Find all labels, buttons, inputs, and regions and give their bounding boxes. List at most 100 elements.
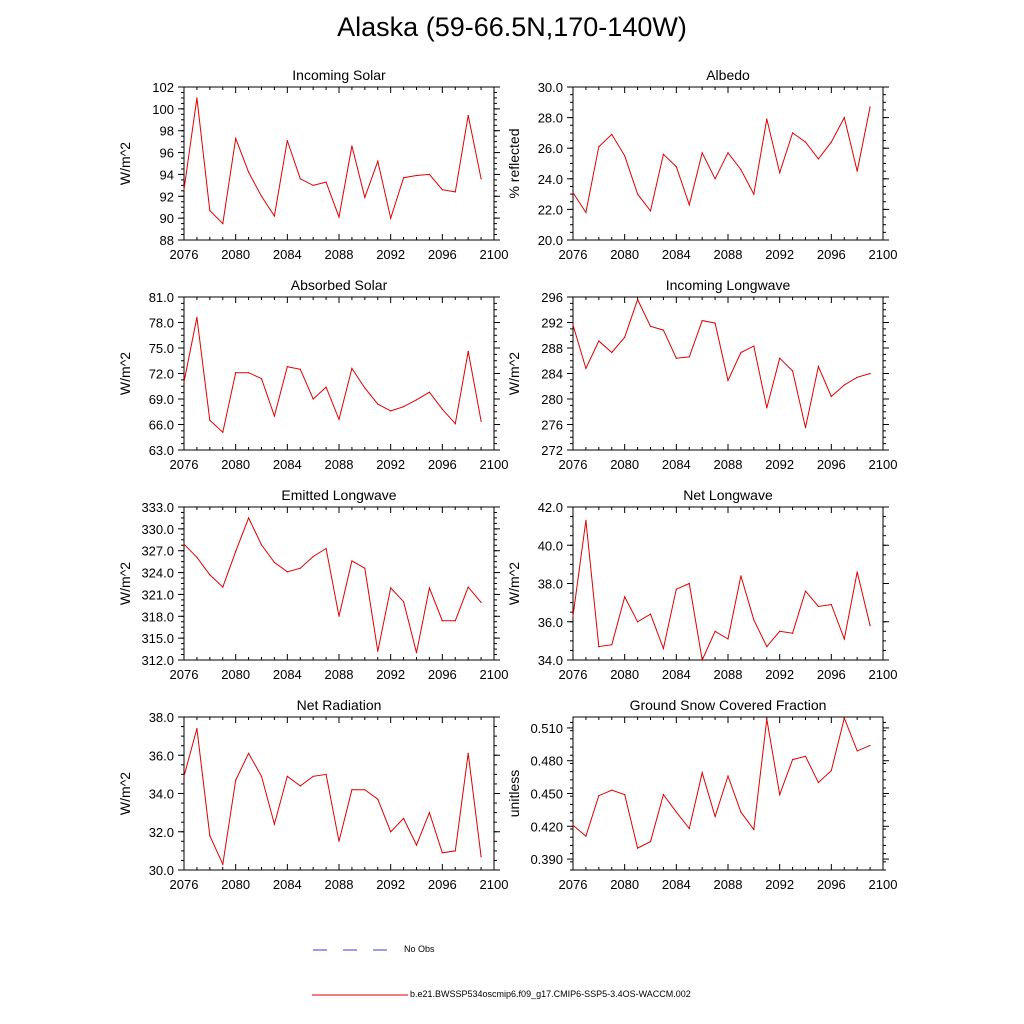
series-line [183, 516, 482, 653]
x-tick-label: 2096 [428, 877, 457, 892]
data-point [402, 177, 405, 179]
data-point [649, 840, 652, 843]
data-point [624, 336, 626, 338]
data-point [791, 132, 794, 134]
data-point [415, 174, 418, 177]
data-point [856, 750, 858, 752]
y-axis-label: W/m^2 [506, 562, 522, 605]
data-point [766, 646, 768, 648]
data-point [428, 587, 431, 589]
data-point [377, 650, 379, 652]
data-point [183, 543, 185, 545]
series-line [572, 106, 871, 214]
y-tick-label: 34.0 [538, 653, 563, 668]
data-point [480, 856, 482, 858]
data-point [856, 571, 858, 573]
data-point [364, 789, 366, 791]
y-tick-label: 296 [541, 290, 563, 305]
data-point [209, 834, 211, 837]
x-tick-label: 2076 [170, 247, 199, 262]
y-tick-label: 100 [152, 102, 174, 117]
data-point [286, 139, 288, 142]
x-tick-label: 2076 [170, 457, 199, 472]
data-point [286, 366, 288, 368]
data-point [817, 781, 820, 784]
data-point [869, 372, 871, 375]
y-axis-label: W/m^2 [117, 142, 133, 185]
y-tick-label: 312.0 [141, 653, 174, 668]
x-tick-label: 2080 [221, 667, 250, 682]
data-point [260, 195, 263, 197]
y-tick-label: 81.0 [149, 290, 174, 305]
data-point [869, 106, 871, 108]
y-tick-label: 36.0 [538, 615, 563, 630]
plot-frame [572, 716, 884, 871]
data-point [183, 381, 185, 383]
data-point [247, 372, 250, 374]
data-point [467, 586, 469, 588]
data-point [804, 755, 807, 757]
y-tick-label: 96 [160, 146, 174, 161]
data-point [817, 158, 820, 160]
x-tick-label: 2088 [714, 667, 743, 682]
data-point [364, 387, 366, 389]
x-tick-label: 2076 [170, 667, 199, 682]
series-line [572, 298, 871, 428]
x-tick-label: 2100 [480, 457, 509, 472]
x-tick-label: 2100 [869, 877, 898, 892]
plot-frame [183, 506, 495, 661]
y-tick-label: 292 [541, 316, 563, 331]
data-point [740, 169, 742, 171]
y-tick-label: 0.450 [530, 787, 563, 802]
chart-panel-6: Net Radiation W/m^2 2076 2080 2084 2088 2092 20… [117, 697, 508, 892]
legend-model-label: b.e21.BWSSP534oscmip6.f09_g17.CMIP6-SSP5… [410, 989, 691, 999]
data-point [727, 775, 729, 777]
data-point [377, 160, 379, 162]
data-point [428, 173, 431, 176]
data-point [260, 544, 263, 546]
data-point [377, 798, 379, 800]
data-point [415, 399, 418, 401]
chart-panel-3: Incoming Longwave W/m^2 2076 2080 2084 2088 20… [506, 277, 897, 472]
data-point [753, 193, 755, 195]
data-point [312, 184, 314, 186]
data-point [454, 620, 456, 622]
y-tick-label: 22.0 [538, 202, 563, 217]
data-point [701, 319, 703, 322]
data-point [196, 97, 198, 99]
x-tick-label: 2080 [221, 457, 250, 472]
data-point [351, 145, 353, 147]
y-tick-label: 321.0 [141, 587, 174, 602]
data-point [222, 863, 224, 865]
y-axis-label: W/m^2 [117, 352, 133, 395]
data-point [338, 615, 340, 617]
data-point [727, 379, 729, 382]
data-point [260, 378, 263, 380]
data-point [338, 840, 340, 842]
data-point [675, 588, 677, 590]
data-point [585, 519, 587, 521]
data-point [325, 773, 327, 775]
y-tick-label: 24.0 [538, 172, 563, 187]
y-tick-label: 272 [541, 443, 563, 458]
data-point [480, 420, 482, 422]
x-tick-label: 2100 [869, 457, 898, 472]
data-point [869, 624, 871, 627]
data-point [753, 619, 755, 621]
data-point [791, 759, 794, 761]
x-tick-label: 2080 [610, 667, 639, 682]
y-tick-label: 26.0 [538, 141, 563, 156]
data-point [804, 141, 807, 143]
x-tick-label: 2096 [428, 457, 457, 472]
data-point [714, 322, 716, 324]
data-point [441, 620, 443, 622]
chart-title: Net Radiation [297, 697, 382, 713]
data-point [779, 357, 781, 359]
chart-panel-2: Absorbed Solar W/m^2 2076 2080 2084 2088 2092 2… [117, 277, 508, 472]
series-line [183, 728, 482, 867]
data-point [701, 659, 703, 661]
y-tick-label: 34.0 [149, 787, 174, 802]
y-tick-label: 42.0 [538, 500, 563, 515]
series-line [183, 317, 482, 434]
data-point [312, 398, 314, 400]
